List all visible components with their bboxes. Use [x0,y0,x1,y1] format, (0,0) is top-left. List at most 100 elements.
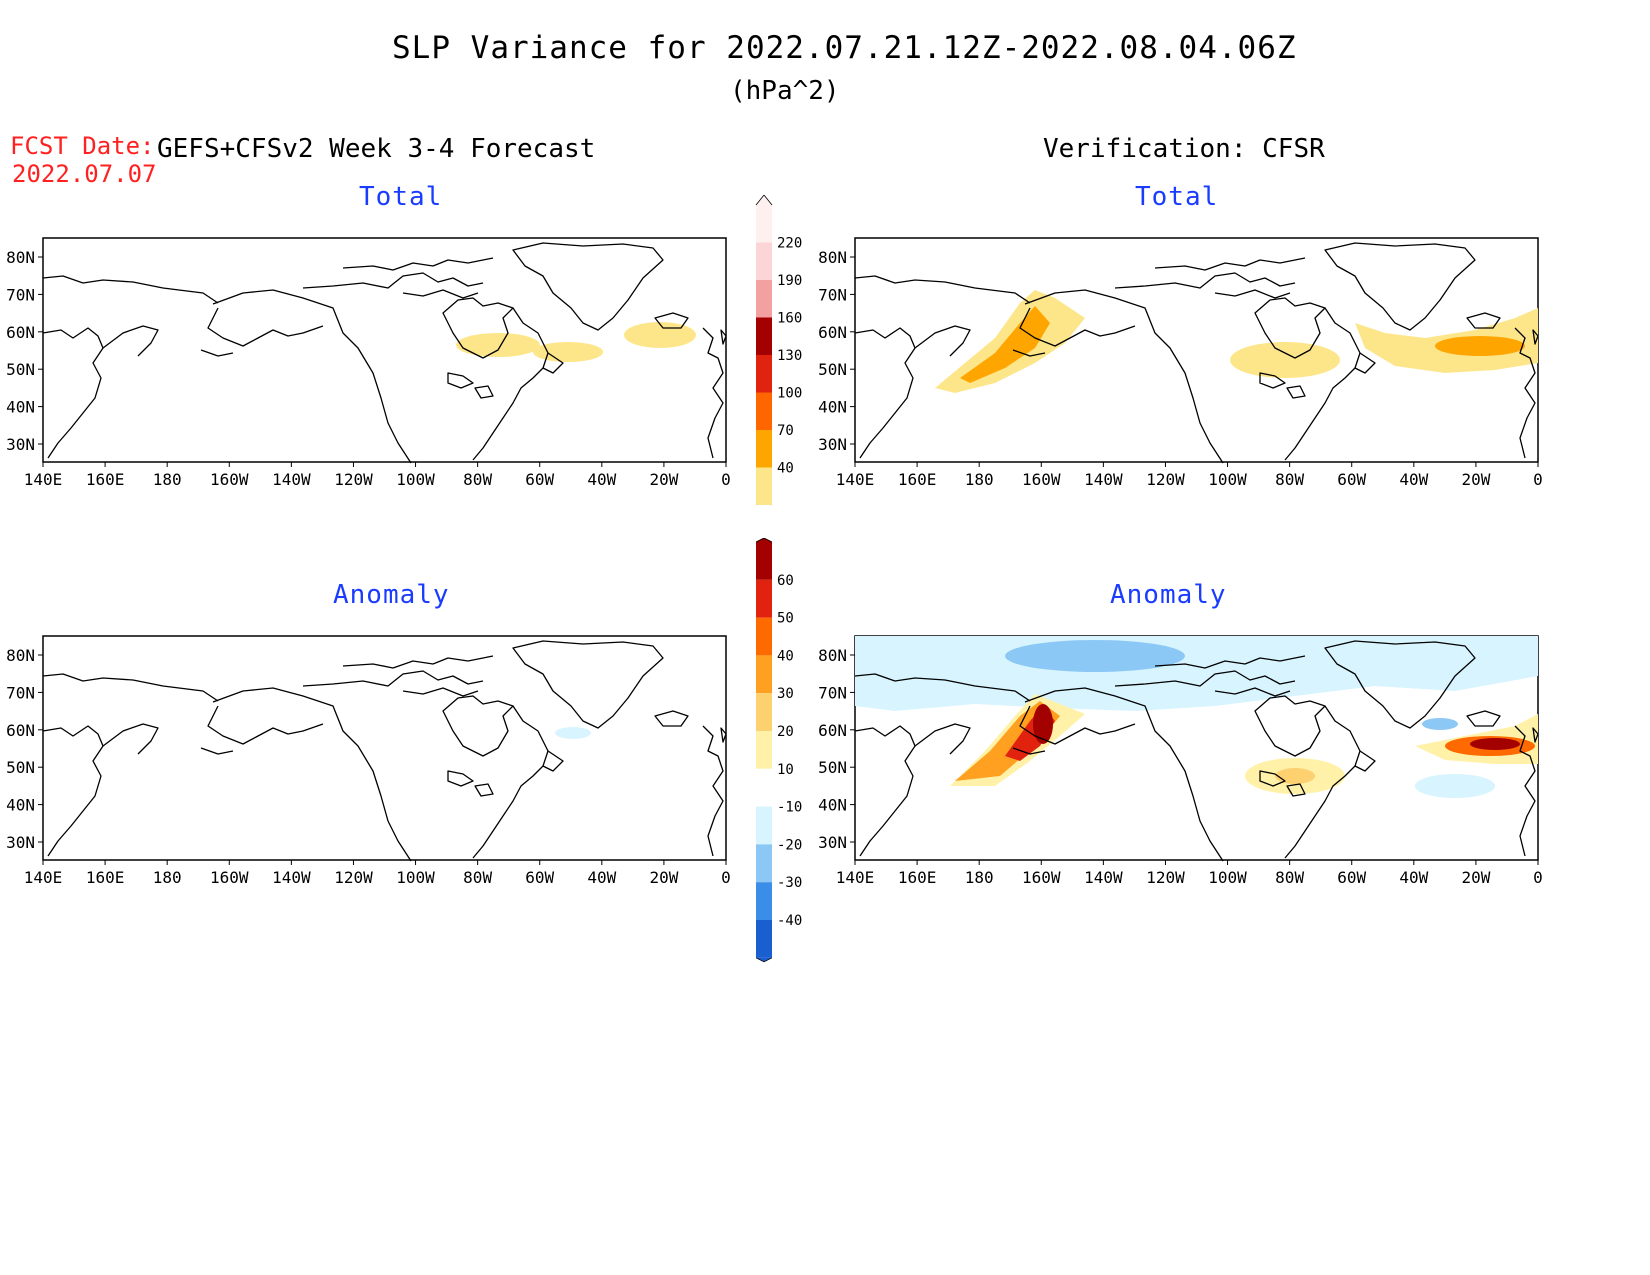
lon-tick-label: 120W [334,470,373,489]
lat-tick-label: 60N [6,323,35,342]
shading-region [533,342,603,362]
figure-title: SLP Variance for 2022.07.21.12Z-2022.08.… [392,30,1297,66]
map-bottom-right-svg: 80N 70N 60N 50N 40N 30N 140E 160E 180 160W 140W 120… [818,635,1543,887]
colorbar-anomaly: 60 50 40 30 20 10 -10 -20 -30 -40 [748,537,818,967]
map-top-left-svg: 80N 70N 60N 50N 40N 30N 140E 160E 180 160W 140W 120… [6,237,731,489]
colorbar-swatch [756,317,772,355]
shading-region [555,727,591,739]
colorbar-swatch [756,242,772,280]
shading-region [1230,342,1340,378]
lat-tick-label: 30N [6,833,35,852]
lon-tick-label: 140E [836,470,875,489]
shading-region [1415,774,1495,798]
map-top-right-svg: 80N 70N 60N 50N 40N 30N 140E 160E 180 160W 140W 120… [818,237,1543,489]
lon-tick-label: 140E [24,868,63,887]
lon-tick-label: 0 [1533,868,1543,887]
forecast-label: GEFS+CFSv2 Week 3-4 Forecast [157,134,596,164]
panel-title-bottom-right: Anomaly [1110,580,1227,610]
lon-tick-label: 80W [463,868,492,887]
colorbar-arrow-bottom [755,957,773,963]
colorbar-swatch [756,920,772,958]
lon-tick-label: 180 [965,470,994,489]
shading-region [1033,704,1053,744]
lon-tick-label: 140W [272,868,311,887]
lon-tick-label: 40W [587,470,616,489]
lon-tick-label: 80W [1275,868,1304,887]
lon-tick-label: 120W [1146,868,1185,887]
lon-tick-label: 40W [1399,868,1428,887]
colorbar-label: 100 [777,386,802,402]
map-bottom-left-svg: 80N 70N 60N 50N 40N 30N 140E 160E 180 160W 140W 120… [6,635,731,887]
lon-tick-label: 140W [1084,470,1123,489]
lon-tick-label: 160E [86,868,125,887]
shading-region [1275,768,1315,784]
fcst-date-value: 2022.07.07 [12,160,157,188]
colorbar-swatch [756,693,772,731]
colorbar-label: -10 [777,800,802,816]
lon-tick-label: 100W [396,470,435,489]
lon-tick-label: 180 [153,868,182,887]
colorbar-swatch [756,280,772,318]
colorbar-label: -20 [777,837,802,853]
lat-tick-label: 40N [6,796,35,815]
lon-tick-label: 160E [86,470,125,489]
colorbar-swatch [756,882,772,920]
colorbar-label: 20 [777,724,794,740]
map-panel-top-left: 80N 70N 60N 50N 40N 30N 140E 160E 180 160W 140W 120… [0,225,740,499]
lat-tick-label: 50N [6,758,35,777]
colorbar-swatch [756,542,772,580]
lat-tick-label: 70N [818,683,847,702]
lon-tick-label: 160W [210,868,249,887]
colorbar-swatch [756,205,772,243]
lat-tick-label: 70N [6,683,35,702]
lon-tick-label: 80W [463,470,492,489]
lat-tick-label: 30N [6,435,35,454]
colorbar-label: -40 [777,913,802,929]
colorbar-label: -30 [777,875,802,891]
colorbar-swatch [756,844,772,883]
map-panel-bottom-left: 80N 70N 60N 50N 40N 30N 140E 160E 180 160W 140W 120… [0,623,740,897]
lon-tick-label: 140E [836,868,875,887]
colorbar-swatch [756,355,772,393]
verification-label: Verification: CFSR [1043,134,1325,164]
colorbar-label: 220 [777,236,802,252]
lat-tick-label: 60N [818,323,847,342]
colorbar-label: 40 [777,461,794,477]
colorbar-swatch [756,768,772,807]
units-label: (hPa^2) [730,76,840,106]
panel-title-bottom-left: Anomaly [333,580,450,610]
lon-tick-label: 0 [721,868,731,887]
lon-tick-label: 140E [24,470,63,489]
colorbar-label: 130 [777,348,802,364]
colorbar-swatch [756,579,772,618]
map-panel-top-right: 80N 70N 60N 50N 40N 30N 140E 160E 180 160W 140W 120… [812,225,1552,499]
lat-tick-label: 80N [6,248,35,267]
colorbar-swatch [756,655,772,694]
colorbar-label: 50 [777,611,794,627]
lon-tick-label: 60W [1337,470,1366,489]
colorbar-label: 40 [777,648,794,664]
lon-tick-label: 120W [334,868,373,887]
lon-tick-label: 160W [1022,470,1061,489]
lat-tick-label: 80N [818,646,847,665]
lon-tick-label: 140W [1084,868,1123,887]
lon-tick-label: 60W [525,868,554,887]
lon-tick-label: 100W [1208,470,1247,489]
lon-tick-label: 140W [272,470,311,489]
lon-tick-label: 160W [1022,868,1061,887]
colorbar-swatch [756,467,772,505]
panel-title-top-right: Total [1135,182,1219,212]
shading-region [960,306,1050,383]
lon-tick-label: 40W [1399,470,1428,489]
lon-tick-label: 20W [649,868,678,887]
lon-tick-label: 120W [1146,470,1185,489]
lat-tick-label: 30N [818,435,847,454]
colorbar-arrow-top [755,194,773,206]
colorbar-label: 30 [777,686,794,702]
lon-tick-label: 20W [1461,868,1490,887]
fcst-date-label: FCST Date: [10,132,155,160]
shading-region [1422,718,1458,730]
colorbar-total-svg: 220 190 160 130 100 70 40 [755,194,802,516]
colorbar-label: 70 [777,423,794,439]
lat-tick-label: 40N [6,398,35,417]
